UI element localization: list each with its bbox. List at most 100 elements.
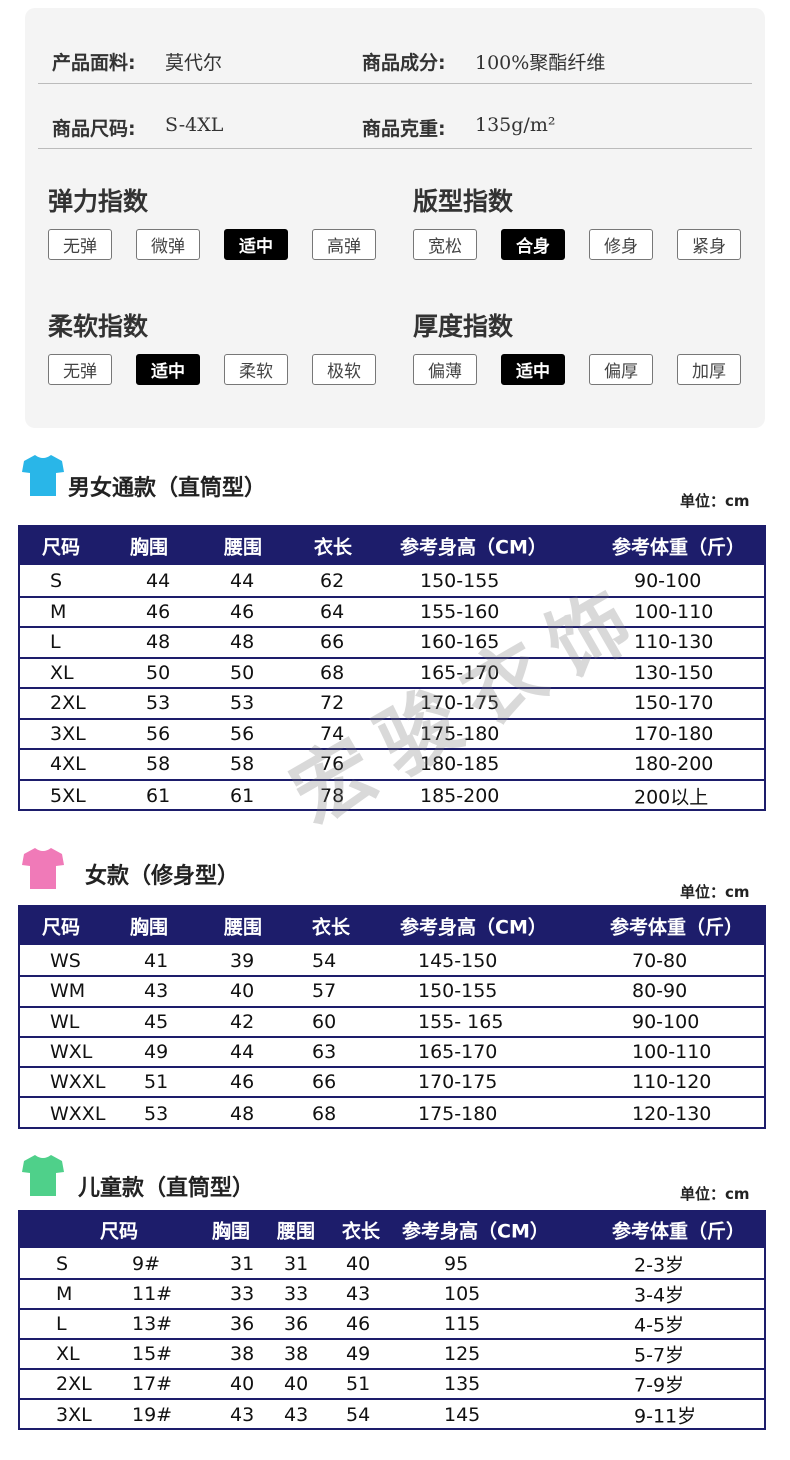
unit-label: 单位：cm — [680, 1185, 750, 1203]
table-cell: 150-155 — [420, 570, 500, 593]
table-row: M 11# 33 33 43 105 3-4岁 — [20, 1280, 764, 1310]
table-row: 4XL 58 58 76 180-185 180-200 — [20, 750, 764, 781]
size-value: S-4XL — [165, 114, 224, 136]
table-cell: 72 — [320, 692, 345, 715]
header-cell: 尺码 — [42, 536, 81, 559]
index-option-chip: 加厚 — [677, 354, 741, 385]
table-cell: 48 — [146, 631, 171, 654]
table-row: S 9# 31 31 40 95 2-3岁 — [20, 1250, 764, 1280]
section-title: 女款（修身型） — [85, 864, 240, 889]
header-cell: 参考身高（CM） — [400, 536, 547, 559]
table-cell: 90-100 — [632, 1010, 700, 1033]
index-option-chip: 适中 — [224, 229, 288, 260]
table-row: 3XL 56 56 74 175-180 170-180 — [20, 720, 764, 750]
table-cell: 145 — [444, 1404, 481, 1426]
table-cell: XL — [56, 1343, 80, 1365]
index-option-chip: 偏厚 — [589, 354, 653, 385]
table-cell: 38 — [284, 1343, 309, 1365]
table-cell: 39 — [230, 950, 255, 973]
table-header: 尺码 胸围 腰围 衣长 参考身高（CM） 参考体重（斤） — [20, 907, 764, 945]
table-cell: 48 — [230, 1102, 255, 1125]
table-cell: 56 — [146, 722, 171, 745]
table-cell: 44 — [230, 1041, 255, 1064]
table-cell: 46 — [346, 1313, 371, 1335]
header-cell: 衣长 — [314, 536, 353, 559]
index-option-chip: 偏薄 — [413, 354, 477, 385]
table-cell: 185-200 — [420, 784, 500, 807]
table-cell: 53 — [230, 692, 255, 715]
table-cell: 53 — [144, 1102, 169, 1125]
table-cell: 100-110 — [634, 600, 714, 623]
table-cell: 44 — [146, 570, 171, 593]
table-cell: 74 — [320, 722, 345, 745]
table-row: 2XL 53 53 72 170-175 150-170 — [20, 689, 764, 720]
table-cell: 9-11岁 — [634, 1405, 697, 1428]
table-cell: 48 — [230, 631, 255, 654]
header-cell: 尺码 — [100, 1220, 139, 1243]
table-cell: 70-80 — [632, 950, 688, 973]
table-cell: 135 — [444, 1373, 481, 1395]
table-cell: 46 — [146, 600, 171, 623]
table-row: L 13# 36 36 46 115 4-5岁 — [20, 1310, 764, 1340]
table-cell: WS — [50, 950, 81, 973]
table-cell: 40 — [284, 1373, 309, 1395]
table-cell: 58 — [230, 753, 255, 776]
table-cell: 50 — [230, 661, 255, 684]
index-option-chip: 适中 — [136, 354, 200, 385]
table-cell: 155- 165 — [418, 1010, 504, 1033]
table-cell: 165-170 — [420, 661, 500, 684]
unit-label: 单位：cm — [680, 883, 750, 901]
table-cell: 46 — [230, 1071, 255, 1094]
table-cell: L — [56, 1313, 67, 1335]
weight-value: 135g/m² — [475, 114, 556, 136]
table-cell: 76 — [320, 753, 345, 776]
table-cell: 42 — [230, 1010, 255, 1033]
table-cell: 36 — [230, 1313, 255, 1335]
table-cell: 40 — [230, 980, 255, 1003]
index-option-chip: 无弹 — [48, 229, 112, 260]
index-title: 厚度指数 — [413, 312, 514, 341]
table-cell: 115 — [444, 1313, 481, 1335]
section-title: 儿童款（直筒型） — [78, 1176, 255, 1201]
table-cell: 5-7岁 — [634, 1344, 685, 1367]
table-cell: 110-130 — [634, 631, 714, 654]
table-cell: 46 — [230, 600, 255, 623]
header-cell: 尺码 — [42, 916, 81, 939]
table-cell: 61 — [230, 784, 255, 807]
table-cell: 57 — [312, 980, 337, 1003]
shirt-icon — [20, 845, 66, 895]
table-header: 尺码 胸围 腰围 衣长 参考身高（CM） 参考体重（斤） — [20, 1212, 764, 1248]
table-cell: 175-180 — [420, 722, 500, 745]
table-cell: L — [50, 631, 61, 654]
table-cell: 43 — [230, 1404, 255, 1426]
header-cell: 参考体重（斤） — [612, 536, 746, 559]
table-cell: 145-150 — [418, 950, 498, 973]
table-cell: 170-175 — [420, 692, 500, 715]
table-cell: 45 — [144, 1010, 169, 1033]
table-row: 5XL 61 61 78 185-200 200以上 — [20, 781, 764, 812]
table-row: XL 50 50 68 165-170 130-150 — [20, 659, 764, 689]
table-cell: 130-150 — [634, 661, 714, 684]
table-cell: 170-180 — [634, 722, 714, 745]
index-option-chip: 柔软 — [224, 354, 288, 385]
table-cell: 4XL — [50, 753, 86, 776]
table-cell: 51 — [144, 1071, 169, 1094]
table-cell: 38 — [230, 1343, 255, 1365]
table-cell: 19# — [132, 1404, 173, 1426]
composition-label: 商品成分: — [362, 52, 446, 74]
table-cell: 43 — [346, 1283, 371, 1305]
table-row: WL 45 42 60 155- 165 90-100 — [20, 1008, 764, 1038]
table-cell: 80-90 — [632, 980, 688, 1003]
index-option-chip: 紧身 — [677, 229, 741, 260]
table-cell: WM — [50, 980, 86, 1003]
table-cell: 49 — [346, 1343, 371, 1365]
header-cell: 参考体重（斤） — [612, 1220, 746, 1243]
table-cell: 2XL — [56, 1373, 92, 1395]
table-cell: 36 — [284, 1313, 309, 1335]
table-cell: 165-170 — [418, 1041, 498, 1064]
fabric-value: 莫代尔 — [165, 52, 223, 74]
table-cell: 13# — [132, 1313, 173, 1335]
table-row: WM 43 40 57 150-155 80-90 — [20, 977, 764, 1008]
table-cell: 95 — [444, 1253, 469, 1275]
header-cell: 腰围 — [224, 916, 263, 939]
